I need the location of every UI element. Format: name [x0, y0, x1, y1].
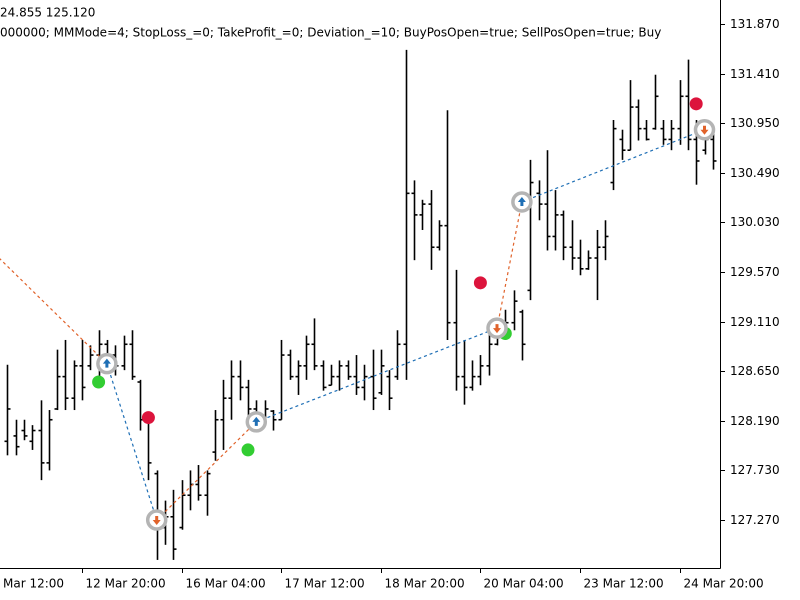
axes: 131.870 131.410 130.950 130.490 130.030 129.5… [0, 0, 780, 591]
x-tick-label: 18 Mar 20:00 [385, 577, 465, 591]
trade-arrow [252, 416, 261, 426]
trade-marker [693, 118, 716, 141]
header-text: 000000; MMMode=4; StopLoss_=0; TakeProfi… [0, 26, 661, 40]
plot-area: 24.855 125.120 000000; MMMode=4; StopLoss… [0, 6, 717, 560]
signal-dot [141, 411, 155, 425]
signal-dot [92, 375, 106, 389]
trade-arrow [493, 324, 501, 334]
y-tick-label: 131.410 [730, 67, 780, 81]
x-tick-label: 17 Mar 12:00 [285, 577, 365, 591]
trade-marker [145, 509, 168, 531]
x-tick-label: 23 Mar 12:00 [584, 577, 664, 591]
y-tick-label: 129.110 [730, 315, 780, 329]
signal-dot [689, 97, 703, 111]
y-tick-label: 128.650 [730, 364, 780, 378]
x-tick-label: 24 Mar 20:00 [684, 577, 764, 591]
y-tick-label: 127.730 [730, 463, 780, 477]
trade-line [521, 129, 705, 203]
y-tick-label: 130.490 [730, 166, 780, 180]
y-tick-label: 127.270 [730, 513, 780, 527]
trade-marker [486, 317, 508, 339]
trade-line [156, 421, 257, 521]
y-tick-label: 128.190 [730, 414, 780, 428]
trade-arrow [152, 516, 161, 526]
signal-dot [473, 276, 487, 290]
trade-arrow [102, 358, 111, 368]
y-tick-label: 130.950 [730, 116, 780, 130]
signal-dot [241, 443, 255, 457]
trade-arrow [700, 125, 709, 135]
x-tick-label: 12 Mar 20:00 [86, 577, 166, 591]
x-tick-label: Mar 12:00 [3, 577, 64, 591]
trade-line [0, 258, 108, 365]
y-tick-label: 131.870 [730, 17, 780, 31]
x-tick-label: 20 Mar 04:00 [484, 577, 564, 591]
trade-marker [511, 191, 533, 213]
trade-marker [245, 411, 268, 433]
y-tick-label: 130.030 [730, 215, 780, 229]
y-tick-label: 129.570 [730, 265, 780, 279]
trade-marker [96, 352, 118, 375]
trade-arrow [517, 196, 526, 206]
x-tick-label: 16 Mar 04:00 [186, 577, 266, 591]
header-text: 24.855 125.120 [0, 6, 95, 20]
trade-line [256, 327, 498, 423]
